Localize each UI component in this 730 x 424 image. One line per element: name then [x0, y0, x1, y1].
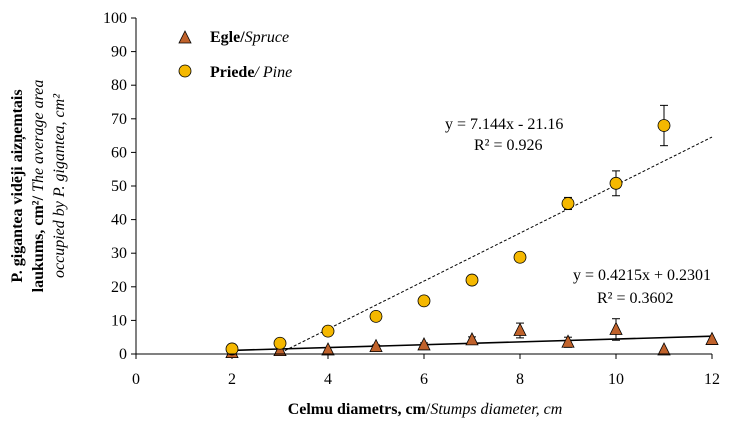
pine-data-point	[657, 119, 671, 132]
spruce-data-point	[657, 342, 671, 356]
x-tick-label: 12	[704, 371, 720, 388]
pine-data-point	[513, 250, 527, 264]
spruce-data-point	[417, 337, 431, 351]
y-ticks: 0 10 20 30 40 50 60 70 80 90 100	[103, 10, 136, 363]
y-tick-label: 100	[103, 10, 127, 27]
spruce-data-point	[609, 321, 623, 335]
x-tick-label: 6	[420, 371, 428, 388]
spruce-data-point	[369, 338, 383, 353]
y-tick-label: 90	[111, 44, 127, 61]
y-tick-label: 50	[111, 178, 127, 195]
y-tick-label: 20	[111, 279, 127, 296]
spruce-r-squared: R² = 0.3602	[597, 290, 674, 307]
data-points	[225, 119, 719, 359]
spruce-data-point	[513, 322, 527, 336]
legend-label-pine: Priede/ Pine	[210, 64, 292, 81]
x-tick-label: 4	[324, 371, 332, 388]
legend-marker-spruce	[178, 30, 192, 44]
y-tick-label: 10	[111, 312, 127, 329]
pine-data-point	[561, 197, 575, 210]
y-tick-label: 0	[119, 346, 127, 363]
legend-marker-pine	[178, 64, 192, 78]
x-ticks: 0 2 4 6 8 10 12	[132, 354, 720, 388]
y-axis-label-line1: P. gigantea vidēji aizņemtais	[9, 89, 27, 282]
pine-data-point	[321, 324, 335, 338]
pine-data-point	[369, 309, 383, 323]
legend-label-spruce: Egle/Spruce	[210, 29, 289, 46]
pine-data-point	[273, 336, 287, 350]
pine-r-squared: R² = 0.926	[474, 137, 543, 154]
y-axis-label-line2: laukums, cm²/ The average area	[30, 80, 47, 293]
pine-data-point	[609, 176, 623, 190]
y-tick-label: 70	[111, 111, 127, 128]
x-tick-label: 0	[132, 371, 140, 388]
pine-trendline	[284, 136, 713, 352]
x-tick-label: 2	[228, 371, 236, 388]
y-tick-label: 60	[111, 144, 127, 161]
x-tick-label: 8	[516, 371, 524, 388]
pine-data-point	[225, 342, 239, 356]
trendlines	[231, 136, 713, 352]
spruce-data-point	[705, 331, 719, 345]
pine-data-point	[417, 294, 431, 308]
spruce-equation: y = 0.4215x + 0.2301	[573, 267, 711, 284]
x-tick-label: 10	[608, 371, 624, 388]
y-tick-label: 30	[111, 245, 127, 262]
legend: Egle/Spruce Priede/ Pine	[178, 29, 292, 81]
pine-data-point	[465, 273, 479, 287]
spruce-data-point	[465, 331, 479, 346]
y-tick-label: 40	[111, 212, 127, 229]
y-axis-label: P. gigantea vidēji aizņemtais laukums, c…	[9, 80, 68, 293]
spruce-data-point	[321, 342, 335, 356]
pine-equation: y = 7.144x - 21.16	[445, 116, 563, 133]
y-axis-label-line3: occupied by P. gigantea, cm²	[51, 93, 68, 278]
y-tick-label: 80	[111, 77, 127, 94]
spruce-data-point	[561, 334, 575, 348]
x-axis-label: Celmu diametrs, cm/Stumps diameter, cm	[288, 401, 563, 418]
